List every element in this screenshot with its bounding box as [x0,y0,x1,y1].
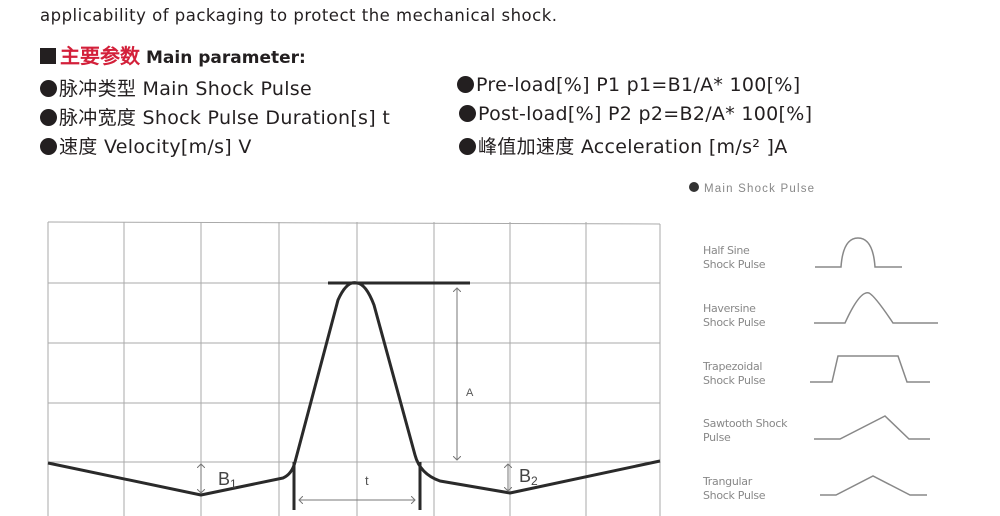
param-text: 脉冲类型 Main Shock Pulse [59,78,312,100]
legend-line1: Half Sine [703,244,750,257]
bullet-icon [40,138,57,155]
label-b2-sub: 2 [531,474,538,488]
triangular-shape-icon [820,475,927,496]
trapezoidal-shape-icon [810,355,930,383]
param-text: 峰值加速度 Acceleration [m/s² ]A [478,136,788,158]
heading-cn: 主要参数 [60,44,140,68]
legend-bullet-icon [689,182,699,192]
label-b2: B2 [519,466,538,488]
bullet-icon [457,76,474,93]
legend-item-half-sine: Half Sine Shock Pulse [703,244,766,272]
param-text: Post-load[%] P2 p2=B2/A* 100[%] [478,103,813,125]
param-text: 脉冲宽度 Shock Pulse Duration[s] t [59,107,391,129]
legend-line2: Pulse [703,431,731,444]
haversine-shape-icon [814,292,938,324]
sawtooth-shape-icon [814,415,930,440]
legend-title: Main Shock Pulse [704,183,815,195]
legend-line2: Shock Pulse [703,374,766,387]
param-velocity: 速度 Velocity[m/s] V [40,132,252,159]
param-main-shock-pulse: 脉冲类型 Main Shock Pulse [40,74,312,101]
grid [47,221,661,516]
bullet-icon [40,109,57,126]
label-a: A [466,387,474,399]
bullet-icon [459,105,476,122]
param-text: 速度 Velocity[m/s] V [59,136,252,158]
legend-item-sawtooth: Sawtooth Shock Pulse [703,417,787,445]
legend-line2: Shock Pulse [703,258,766,271]
pulse-curve [47,281,661,497]
bullet-icon [40,80,57,97]
section-heading: 主要参数 Main parameter: [40,40,306,69]
legend-line2: Shock Pulse [703,489,766,502]
square-bullet-icon [40,48,56,64]
legend-line2: Shock Pulse [703,316,766,329]
label-b1: B1 [218,469,237,491]
label-b2-main: B [519,466,531,486]
legend-line1: Sawtooth Shock [703,417,788,430]
legend-line1: Haversine [703,302,756,315]
label-b1-sub: 1 [230,477,237,491]
heading-en: Main parameter: [146,48,306,68]
label-b1-main: B [218,469,230,489]
half-sine-shape-icon [815,237,902,268]
param-duration: 脉冲宽度 Shock Pulse Duration[s] t [40,103,390,130]
param-preload: Pre-load[%] P1 p1=B1/A* 100[%] [457,74,800,96]
legend-line1: Trapezoidal [703,360,763,373]
legend-item-trapezoidal: Trapezoidal Shock Pulse [703,360,766,388]
legend-item-triangular: Trangular Shock Pulse [703,475,766,503]
legend-item-haversine: Haversine Shock Pulse [703,302,766,330]
param-acceleration: 峰值加速度 Acceleration [m/s² ]A [459,132,788,159]
label-t: t [365,473,369,488]
legend-line1: Trangular [703,475,752,488]
param-text: Pre-load[%] P1 p1=B1/A* 100[%] [476,74,801,96]
bullet-icon [459,138,476,155]
param-postload: Post-load[%] P2 p2=B2/A* 100[%] [459,103,812,125]
intro-text: applicability of packaging to protect th… [40,6,558,25]
